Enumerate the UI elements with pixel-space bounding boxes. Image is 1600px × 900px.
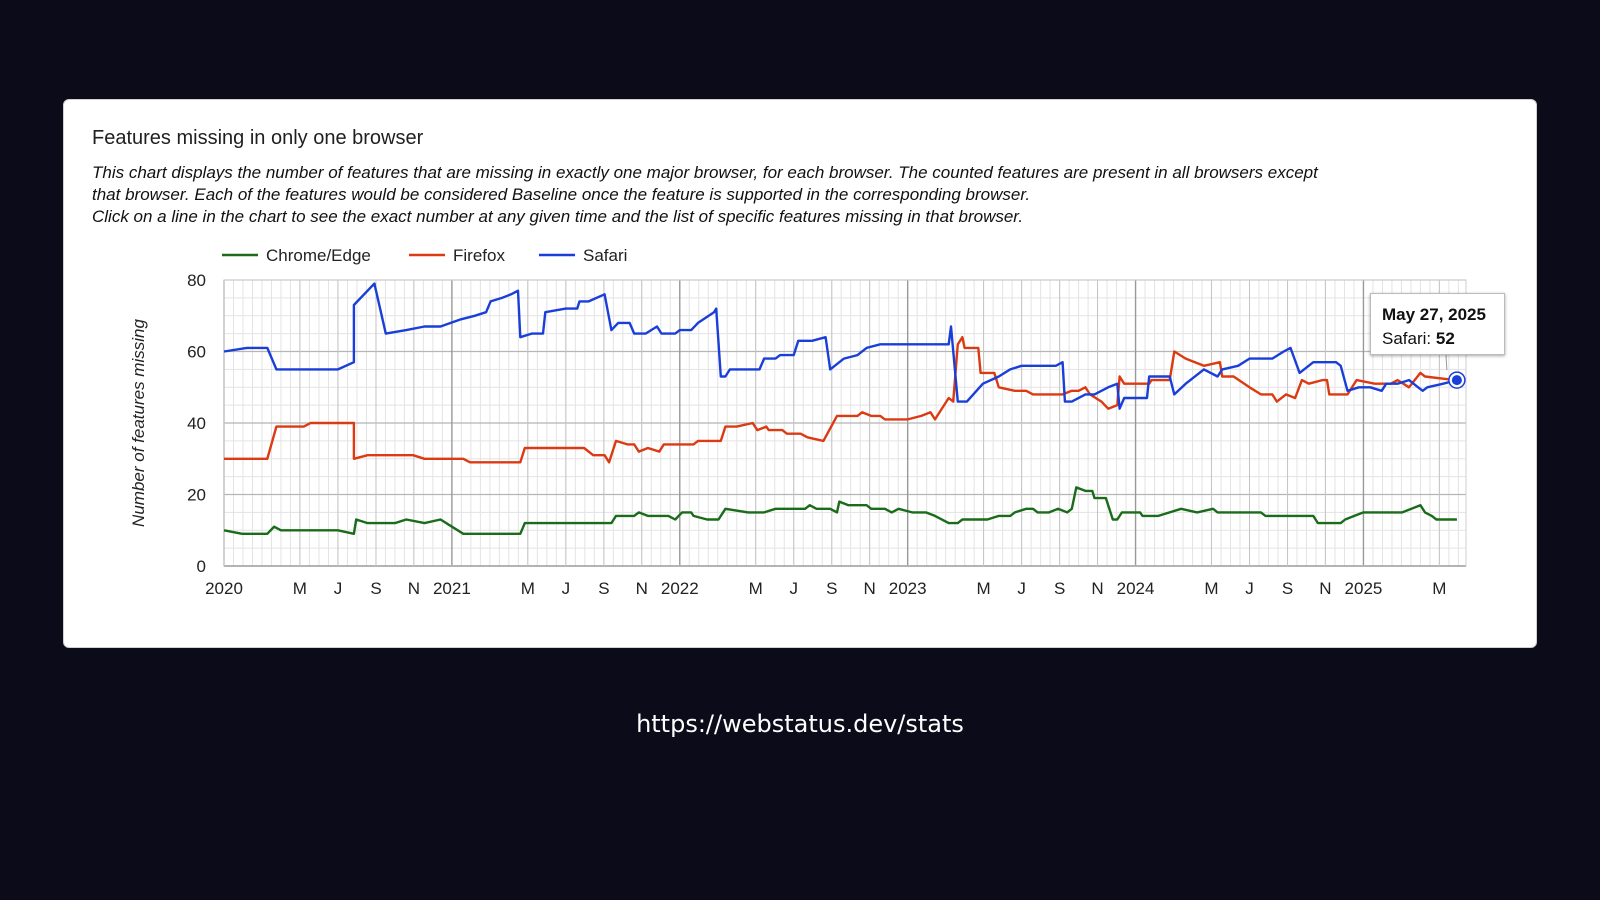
x-tick-label: J <box>1245 579 1254 598</box>
x-tick-label: 2025 <box>1345 579 1383 598</box>
description-line: This chart displays the number of featur… <box>92 163 1318 182</box>
source-url[interactable]: https://webstatus.dev/stats <box>636 710 964 738</box>
chart-card: Features missing in only one browser Thi… <box>63 99 1537 648</box>
x-tick-label: N <box>408 579 420 598</box>
legend-item[interactable]: Firefox <box>409 246 505 265</box>
tooltip: May 27, 2025 Safari: 52 <box>1370 293 1505 355</box>
x-tick-label: J <box>334 579 343 598</box>
legend-item[interactable]: Chrome/Edge <box>222 246 371 265</box>
series-line-firefox[interactable] <box>224 336 1455 464</box>
chart-legend: Chrome/Edge Firefox Safari <box>222 246 627 265</box>
chart-series <box>223 282 1458 535</box>
series-line-safari[interactable] <box>223 282 1458 410</box>
x-tick-label: J <box>1017 579 1026 598</box>
y-tick-label: 40 <box>187 414 206 433</box>
chart-description: This chart displays the number of featur… <box>92 162 1512 228</box>
point-marker <box>1451 375 1462 386</box>
hover-marker <box>1445 354 1466 389</box>
x-tick-label: N <box>636 579 648 598</box>
plot-frame <box>223 279 1467 567</box>
description-line: Click on a line in the chart to see the … <box>92 207 1024 226</box>
x-tick-label: M <box>976 579 990 598</box>
x-tick-label: M <box>293 579 307 598</box>
y-tick-label: 60 <box>187 343 206 362</box>
y-tick-label: 80 <box>187 271 206 290</box>
legend-label: Chrome/Edge <box>266 246 371 265</box>
x-tick-label: 2024 <box>1117 579 1155 598</box>
x-tick-label: M <box>521 579 535 598</box>
x-tick-label: S <box>598 579 609 598</box>
x-tick-label: 2020 <box>205 579 243 598</box>
line-chart[interactable]: 0 20 40 60 80 2020 M J S N 2021 M J S N 2022 M J S N 2023 M J S… <box>64 100 1538 649</box>
x-tick-label: J <box>562 579 571 598</box>
legend-label: Firefox <box>453 246 505 265</box>
x-tick-label: S <box>370 579 381 598</box>
x-tick-label: J <box>789 579 798 598</box>
legend-item[interactable]: Safari <box>539 246 627 265</box>
x-tick-label: N <box>1091 579 1103 598</box>
x-tick-label: M <box>1432 579 1446 598</box>
tooltip-date: May 27, 2025 <box>1382 305 1486 324</box>
description-line: that browser. Each of the features would… <box>92 185 1031 204</box>
x-tick-label: M <box>1204 579 1218 598</box>
x-tick-label: M <box>749 579 763 598</box>
x-tick-label: 2021 <box>433 579 471 598</box>
x-tick-label: N <box>1319 579 1331 598</box>
x-tick-label: S <box>1282 579 1293 598</box>
x-tick-label: 2023 <box>889 579 927 598</box>
series-line-chrome-edge[interactable] <box>223 486 1457 535</box>
chart-title: Features missing in only one browser <box>92 127 424 149</box>
y-tick-label: 20 <box>187 486 206 505</box>
x-tick-label: S <box>826 579 837 598</box>
chart-axes: 0 20 40 60 80 2020 M J S N 2021 M J S N 2022 M J S N 2023 M J S… <box>129 271 1446 598</box>
x-tick-label: N <box>863 579 875 598</box>
x-tick-label: S <box>1054 579 1065 598</box>
legend-label: Safari <box>583 246 627 265</box>
y-tick-label: 0 <box>197 557 206 576</box>
y-axis-label: Number of features missing <box>129 319 148 527</box>
tooltip-label: Safari: <box>1382 329 1436 348</box>
tooltip-value: 52 <box>1435 329 1455 348</box>
chart-grid <box>223 279 1467 567</box>
tooltip-pointer <box>1445 354 1448 371</box>
x-tick-label: 2022 <box>661 579 699 598</box>
